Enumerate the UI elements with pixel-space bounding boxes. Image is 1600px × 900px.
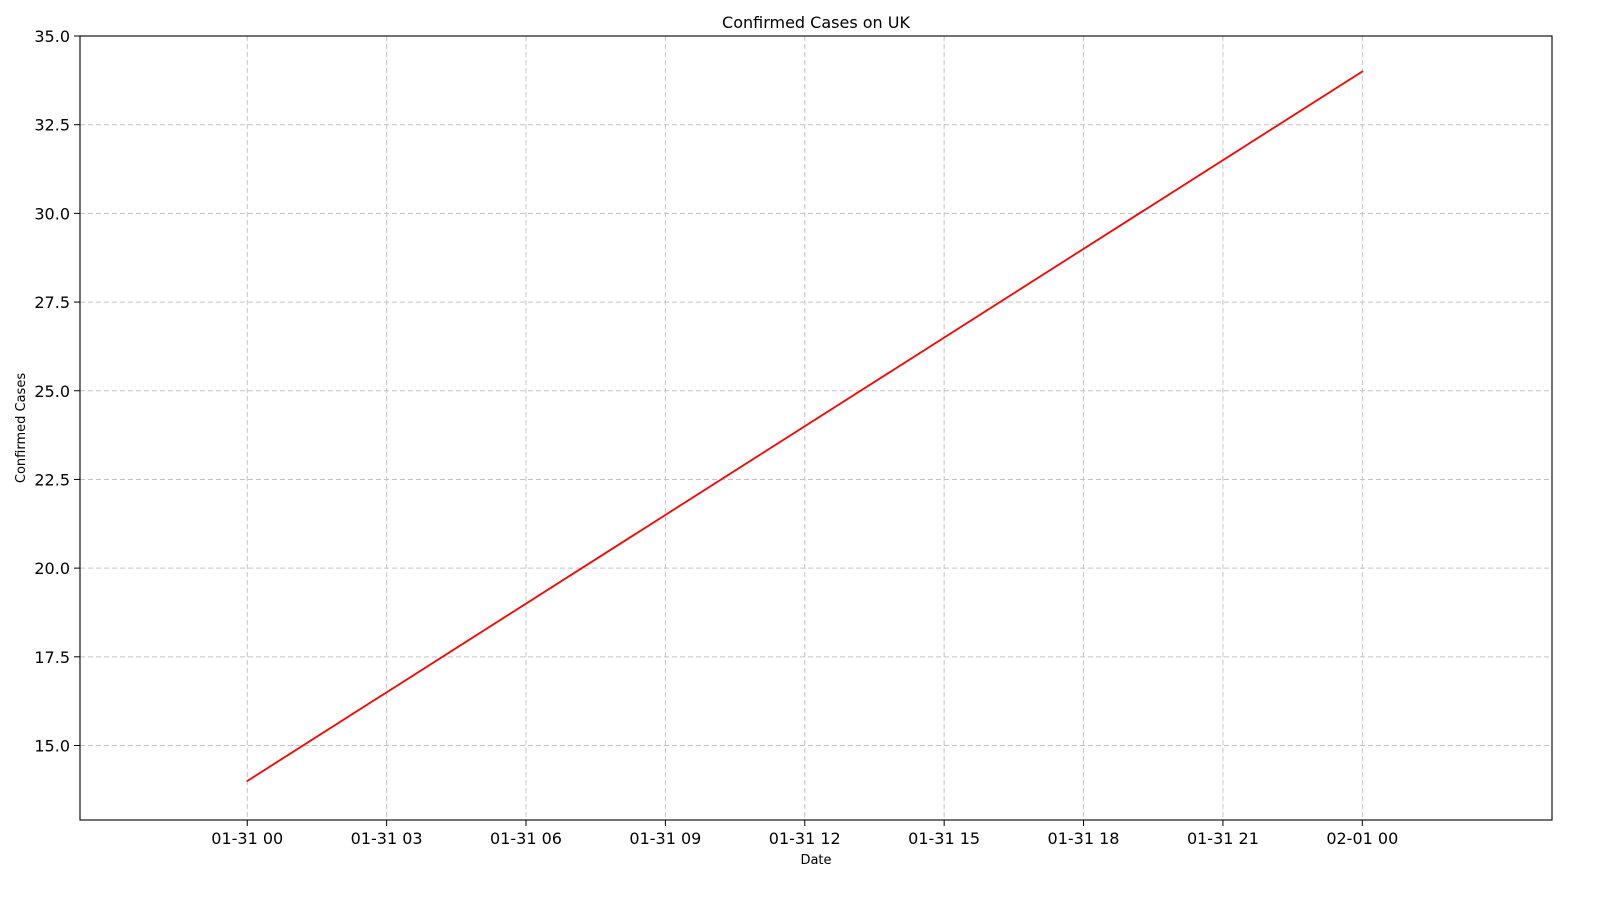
x-tick-label: 01-31 00 <box>211 829 283 848</box>
y-tick-label: 30.0 <box>34 204 70 223</box>
plot-frame <box>79 35 1553 821</box>
x-tick-label: 01-31 18 <box>1048 829 1120 848</box>
x-tick-label: 01-31 09 <box>629 829 701 848</box>
y-tick-label: 35.0 <box>34 27 70 46</box>
y-tick-label: 27.5 <box>34 293 70 312</box>
data-point <box>246 780 249 782</box>
x-tick-label: 01-31 15 <box>908 829 980 848</box>
y-tick-label: 17.5 <box>34 648 70 667</box>
ticks: 01-31 00 01-31 03 01-31 06 01-31 09 01-31 12… <box>34 27 1398 848</box>
chart-title: Confirmed Cases on UK <box>722 13 910 32</box>
x-tick-label: 01-31 06 <box>490 829 562 848</box>
y-axis-label: Confirmed Cases <box>14 373 29 483</box>
series-layer <box>246 70 1364 782</box>
y-tick-label: 32.5 <box>34 116 70 135</box>
x-tick-label: 02-01 00 <box>1326 829 1398 848</box>
y-tick-label: 22.5 <box>34 470 70 489</box>
x-tick-label: 01-31 03 <box>351 829 423 848</box>
x-tick-label: 01-31 12 <box>769 829 841 848</box>
y-tick-label: 15.0 <box>34 737 70 756</box>
y-tick-label: 25.0 <box>34 382 70 401</box>
y-tick-label: 20.0 <box>34 559 70 578</box>
x-axis-label: Date <box>800 853 831 868</box>
grid <box>80 35 1552 820</box>
data-point <box>1361 70 1364 73</box>
series-line-0 <box>246 70 1363 782</box>
x-tick-label: 01-31 21 <box>1187 829 1259 848</box>
